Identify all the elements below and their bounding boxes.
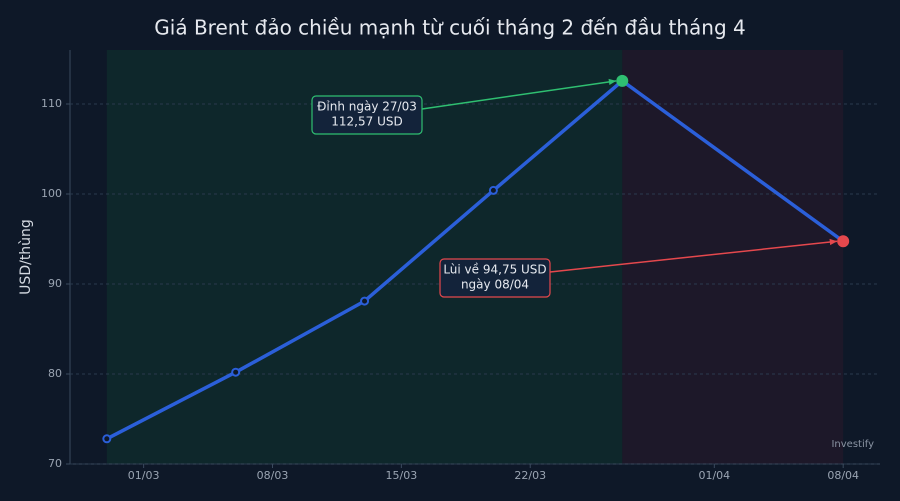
point bbox=[102, 434, 112, 444]
y-tick-label: 90 bbox=[48, 277, 62, 290]
arrow-head bbox=[608, 78, 617, 86]
point bbox=[837, 235, 850, 248]
shading bbox=[106, 50, 844, 464]
y-tick-label: 70 bbox=[48, 457, 62, 470]
annotation-text: Lùi về 94,75 USD bbox=[443, 263, 546, 277]
annotation-text: Đỉnh ngày 27/03 bbox=[317, 100, 417, 114]
y-tick-label: 100 bbox=[41, 187, 62, 200]
x-tick-label: 01/03 bbox=[128, 469, 160, 482]
watermark: Investify bbox=[831, 439, 874, 450]
annotation-text: ngày 08/04 bbox=[461, 278, 529, 292]
annotation-box bbox=[311, 95, 423, 135]
series-line bbox=[106, 79, 845, 441]
point bbox=[231, 367, 241, 377]
x-tick-label: 01/04 bbox=[698, 469, 730, 482]
point bbox=[360, 296, 370, 306]
annotation-arrow bbox=[421, 80, 617, 110]
x-tick-label: 08/04 bbox=[827, 469, 859, 482]
fall-zone bbox=[622, 50, 844, 464]
point bbox=[488, 185, 498, 195]
y-tick-label: 110 bbox=[41, 97, 62, 110]
annotation-arrow bbox=[549, 240, 838, 273]
point bbox=[616, 74, 629, 87]
x-tick-label: 15/03 bbox=[386, 469, 418, 482]
x-tick-label: 22/03 bbox=[514, 469, 546, 482]
chart-title: Giá Brent đảo chiều mạnh từ cuối tháng 2… bbox=[154, 16, 745, 40]
y-axis-label: USD/thùng bbox=[18, 219, 34, 295]
y-tick-label: 80 bbox=[48, 367, 62, 380]
arrow-head bbox=[829, 238, 838, 246]
annotation-box bbox=[439, 258, 551, 298]
x-tick-label: 08/03 bbox=[257, 469, 289, 482]
annotation-text: 112,57 USD bbox=[331, 115, 402, 129]
